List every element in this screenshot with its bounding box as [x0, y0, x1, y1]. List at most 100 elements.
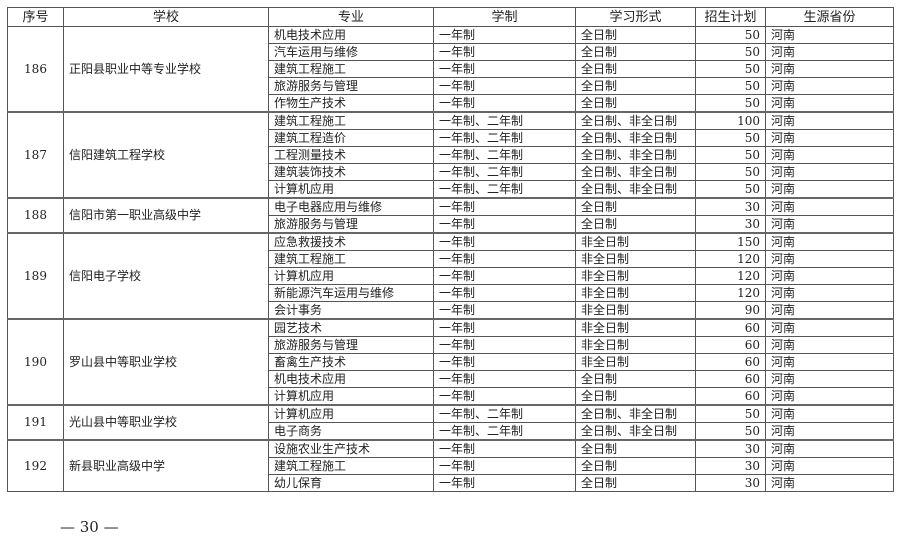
cell-source-province: 河南 [765, 163, 894, 181]
cell-major: 应急救援技术 [268, 232, 434, 251]
cell-major: 电子商务 [268, 422, 434, 441]
cell-index: 187 [7, 111, 64, 199]
cell-duration: 一年制 [433, 60, 576, 78]
cell-duration: 一年制、二年制 [433, 180, 576, 199]
cell-duration: 一年制、二年制 [433, 129, 576, 147]
cell-index: 192 [7, 439, 64, 492]
cell-index: 189 [7, 232, 64, 320]
table-row: 汽车运用与维修 一年制 全日制 50 河南 [8, 43, 894, 61]
cell-enrollment-plan: 120 [695, 284, 766, 302]
cell-study-mode: 非全日制 [575, 250, 696, 268]
cell-duration: 一年制 [433, 353, 576, 371]
cell-enrollment-plan: 60 [695, 318, 766, 337]
cell-source-province: 河南 [765, 336, 894, 354]
cell-study-mode: 全日制、非全日制 [575, 129, 696, 147]
cell-index: 188 [7, 197, 64, 234]
cell-school: 正阳县职业中等专业学校 [63, 26, 269, 113]
cell-major: 计算机应用 [268, 404, 434, 423]
table-row: 机电技术应用 一年制 全日制 60 河南 [8, 370, 894, 388]
cell-source-province: 河南 [765, 404, 894, 423]
cell-source-province: 河南 [765, 387, 894, 406]
table-row: 建筑装饰技术 一年制、二年制 全日制、非全日制 50 河南 [8, 163, 894, 181]
cell-enrollment-plan: 50 [695, 422, 766, 441]
header-source-province: 生源省份 [765, 7, 894, 27]
cell-source-province: 河南 [765, 111, 894, 130]
cell-enrollment-plan: 50 [695, 129, 766, 147]
cell-enrollment-plan: 60 [695, 387, 766, 406]
cell-major: 作物生产技术 [268, 94, 434, 113]
cell-enrollment-plan: 60 [695, 336, 766, 354]
cell-study-mode: 全日制 [575, 474, 696, 492]
cell-major: 计算机应用 [268, 387, 434, 406]
cell-duration: 一年制、二年制 [433, 111, 576, 130]
cell-major: 建筑工程施工 [268, 60, 434, 78]
cell-school: 罗山县中等职业学校 [63, 318, 269, 406]
cell-index: 191 [7, 404, 64, 441]
cell-study-mode: 全日制 [575, 43, 696, 61]
cell-study-mode: 全日制 [575, 197, 696, 216]
cell-source-province: 河南 [765, 215, 894, 234]
header-duration: 学制 [433, 7, 576, 27]
cell-duration: 一年制 [433, 94, 576, 113]
cell-source-province: 河南 [765, 43, 894, 61]
cell-duration: 一年制 [433, 370, 576, 388]
cell-major: 建筑工程施工 [268, 111, 434, 130]
cell-major: 机电技术应用 [268, 26, 434, 44]
cell-source-province: 河南 [765, 94, 894, 113]
cell-major: 旅游服务与管理 [268, 215, 434, 234]
cell-study-mode: 全日制 [575, 60, 696, 78]
cell-major: 畜禽生产技术 [268, 353, 434, 371]
cell-enrollment-plan: 30 [695, 439, 766, 458]
cell-duration: 一年制 [433, 77, 576, 95]
cell-source-province: 河南 [765, 267, 894, 285]
cell-major: 机电技术应用 [268, 370, 434, 388]
cell-study-mode: 非全日制 [575, 232, 696, 251]
table-row: 192 新县职业高级中学 设施农业生产技术 一年制 全日制 30 河南 [7, 439, 894, 492]
cell-study-mode: 全日制 [575, 215, 696, 234]
cell-school: 信阳电子学校 [63, 232, 269, 320]
cell-index: 186 [7, 26, 64, 113]
cell-source-province: 河南 [765, 439, 894, 458]
cell-enrollment-plan: 30 [695, 474, 766, 492]
cell-source-province: 河南 [765, 318, 894, 337]
cell-source-province: 河南 [765, 180, 894, 199]
cell-study-mode: 全日制、非全日制 [575, 111, 696, 130]
table-row: 188 信阳市第一职业高级中学 电子电器应用与维修 一年制 全日制 30 河南 [7, 197, 894, 234]
cell-enrollment-plan: 50 [695, 146, 766, 164]
table-row: 建筑工程施工 一年制 非全日制 120 河南 [8, 250, 894, 268]
cell-study-mode: 非全日制 [575, 353, 696, 371]
cell-duration: 一年制 [433, 474, 576, 492]
cell-enrollment-plan: 120 [695, 267, 766, 285]
cell-enrollment-plan: 50 [695, 94, 766, 113]
cell-enrollment-plan: 30 [695, 215, 766, 234]
cell-major: 计算机应用 [268, 180, 434, 199]
cell-duration: 一年制 [433, 387, 576, 406]
cell-duration: 一年制、二年制 [433, 422, 576, 441]
header-study-mode: 学习形式 [575, 7, 696, 27]
cell-study-mode: 非全日制 [575, 301, 696, 320]
cell-enrollment-plan: 50 [695, 26, 766, 44]
cell-enrollment-plan: 100 [695, 111, 766, 130]
cell-major: 建筑工程造价 [268, 129, 434, 147]
cell-duration: 一年制、二年制 [433, 404, 576, 423]
cell-major: 建筑工程施工 [268, 457, 434, 475]
cell-school: 信阳市第一职业高级中学 [63, 197, 269, 234]
cell-duration: 一年制 [433, 267, 576, 285]
cell-duration: 一年制 [433, 336, 576, 354]
cell-major: 旅游服务与管理 [268, 77, 434, 95]
cell-study-mode: 全日制、非全日制 [575, 146, 696, 164]
cell-major: 建筑工程施工 [268, 250, 434, 268]
cell-source-province: 河南 [765, 77, 894, 95]
cell-duration: 一年制 [433, 197, 576, 216]
cell-source-province: 河南 [765, 197, 894, 216]
table-row: 189 信阳电子学校 应急救援技术 一年制 非全日制 150 河南 [7, 232, 894, 320]
cell-duration: 一年制、二年制 [433, 146, 576, 164]
cell-major: 旅游服务与管理 [268, 336, 434, 354]
cell-source-province: 河南 [765, 284, 894, 302]
cell-study-mode: 非全日制 [575, 284, 696, 302]
header-enrollment-plan: 招生计划 [695, 7, 766, 27]
cell-source-province: 河南 [765, 474, 894, 492]
cell-enrollment-plan: 50 [695, 43, 766, 61]
cell-school: 光山县中等职业学校 [63, 404, 269, 441]
cell-duration: 一年制 [433, 439, 576, 458]
